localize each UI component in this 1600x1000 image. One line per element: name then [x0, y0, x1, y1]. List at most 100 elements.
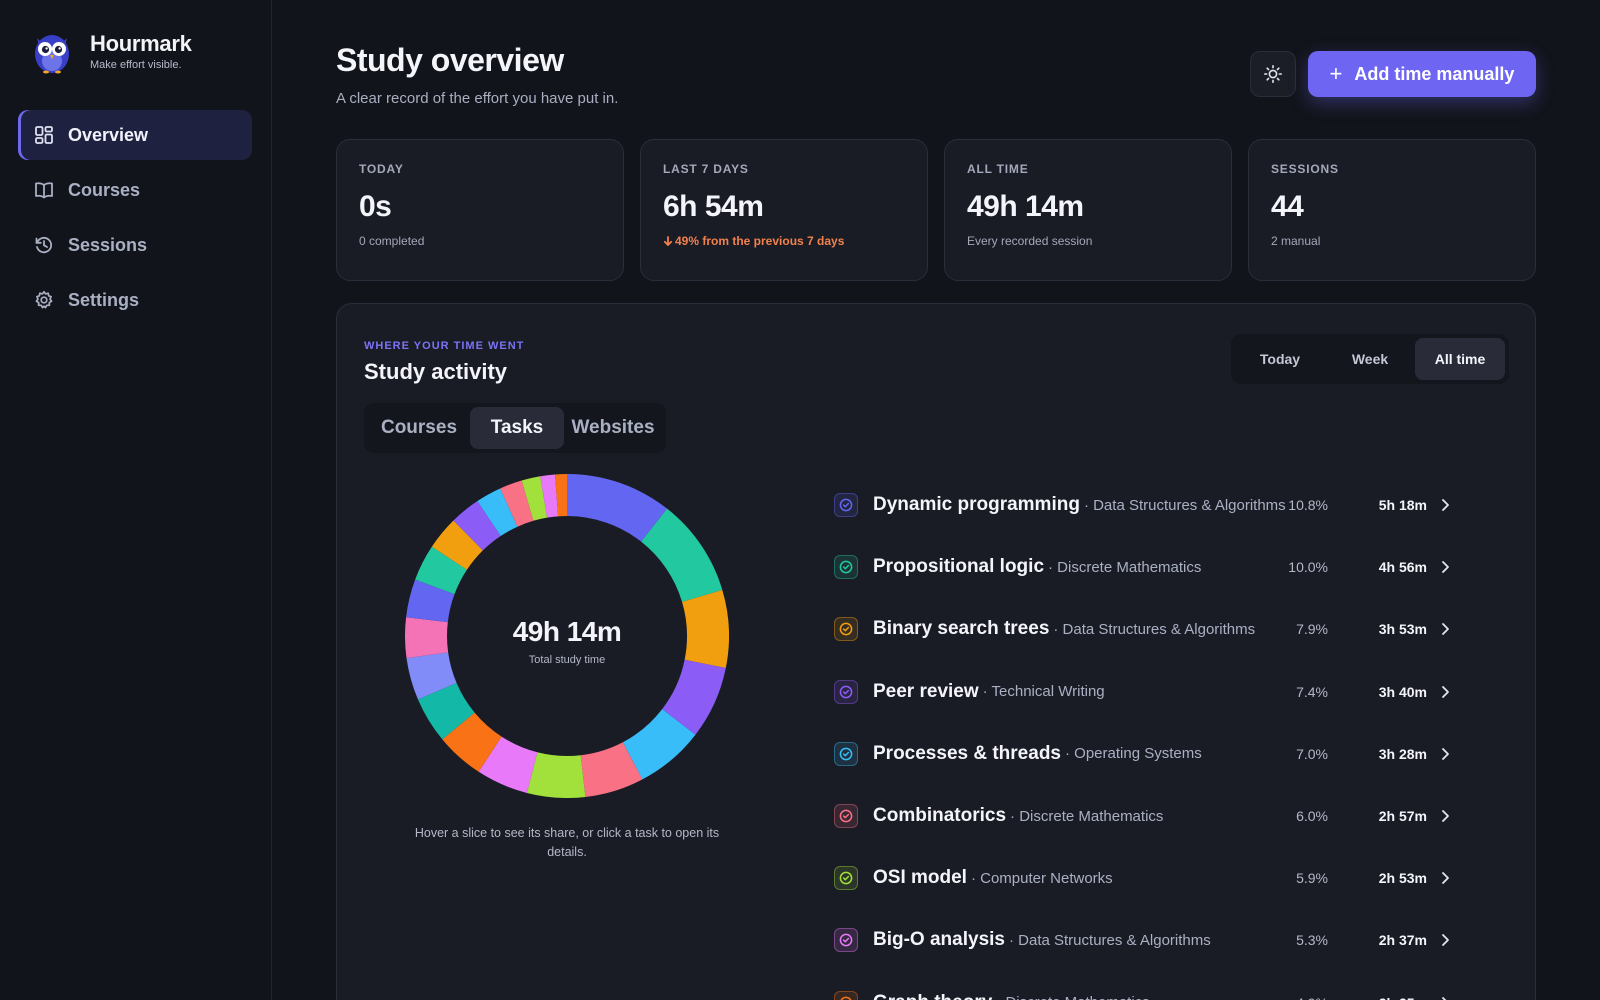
- range-selector: Today Week All time: [1231, 334, 1509, 384]
- task-check-icon: [834, 493, 858, 518]
- task-percent: 7.0%: [1296, 745, 1328, 762]
- donut-slice[interactable]: [567, 474, 668, 542]
- donut-slice[interactable]: [526, 752, 586, 798]
- donut-slice[interactable]: [477, 488, 518, 537]
- chevron-right-icon: [1442, 499, 1449, 511]
- breakdown-type-selector: Courses Tasks Websites: [364, 403, 666, 453]
- donut-slice[interactable]: [406, 652, 457, 700]
- panel-eyebrow: WHERE YOUR TIME WENT: [364, 340, 525, 352]
- page-title: Study overview: [336, 42, 564, 78]
- task-check-icon: [834, 990, 858, 1000]
- grid-icon: [35, 126, 53, 144]
- task-percent: 5.3%: [1296, 932, 1328, 949]
- stat-value: 44: [1271, 190, 1304, 223]
- donut-slice[interactable]: [405, 617, 449, 659]
- brand[interactable]: Hourmark Make effort visible.: [32, 28, 192, 74]
- donut-slice[interactable]: [682, 589, 729, 668]
- tab-tasks[interactable]: Tasks: [470, 407, 564, 449]
- task-row[interactable]: Propositional logic · Discrete Mathematic…: [834, 536, 1494, 598]
- task-row[interactable]: Processes & threads · Operating Systems 7.…: [834, 723, 1494, 785]
- task-check-icon: [834, 741, 858, 766]
- donut-slice[interactable]: [478, 736, 538, 793]
- task-duration: 2h 53m: [1378, 870, 1427, 887]
- task-name: Propositional logic: [873, 556, 1045, 578]
- donut-slice[interactable]: [540, 474, 559, 518]
- sidebar: Hourmark Make effort visible. Overview C…: [0, 0, 272, 1000]
- tab-courses[interactable]: Courses: [380, 417, 458, 438]
- task-row[interactable]: Peer review · Technical Writing 7.4% 3h 40m: [834, 661, 1494, 723]
- stat-note-trend: 49% from the previous 7 days: [663, 234, 905, 248]
- nav-item-settings[interactable]: Settings: [18, 275, 252, 325]
- task-row[interactable]: OSI model · Computer Networks 5.9% 2h 53m: [834, 847, 1494, 909]
- task-percent: 10.8%: [1288, 497, 1328, 514]
- donut-slice[interactable]: [442, 712, 502, 772]
- chevron-right-icon: [1442, 996, 1447, 1000]
- stat-label: ALL TIME: [967, 162, 1029, 176]
- donut-slice[interactable]: [406, 579, 455, 623]
- study-donut-chart[interactable]: [405, 474, 729, 798]
- range-week[interactable]: Week: [1351, 351, 1389, 367]
- tab-websites[interactable]: Websites: [571, 417, 655, 438]
- task-name: Big-O analysis: [873, 929, 1005, 951]
- stat-label: LAST 7 DAYS: [663, 162, 749, 176]
- task-name: OSI model: [873, 867, 967, 889]
- donut-slice[interactable]: [500, 480, 534, 527]
- task-row[interactable]: Combinatorics · Discrete Mathematics 6.0% 2…: [834, 785, 1494, 847]
- chevron-right-icon: [1442, 747, 1449, 760]
- stat-note: Every recorded session: [967, 234, 1093, 248]
- task-name: Combinatorics: [873, 805, 1007, 827]
- trend-text: 49% from the previous 7 days: [675, 234, 845, 248]
- task-course: · Computer Networks: [970, 869, 1113, 887]
- panel-title: Study activity: [364, 359, 508, 384]
- arrow-down-icon: [663, 236, 673, 247]
- task-duration: 2h 57m: [1378, 808, 1427, 825]
- task-check-icon: [834, 866, 858, 891]
- stat-note: 2 manual: [1271, 234, 1321, 248]
- task-row[interactable]: Dynamic programming · Data Structures & A…: [834, 474, 1494, 536]
- nav-item-courses[interactable]: Courses: [18, 165, 252, 215]
- stat-card-today: TODAY 0s 0 completed: [336, 139, 624, 281]
- stat-value: 0s: [359, 190, 392, 223]
- task-name: Graph theory: [873, 992, 992, 1000]
- range-all-time[interactable]: All time: [1415, 338, 1505, 380]
- donut-slice[interactable]: [622, 709, 696, 780]
- plus-icon: +: [1329, 61, 1343, 86]
- stat-note: 0 completed: [359, 234, 425, 248]
- task-percent: 5.9%: [1296, 870, 1328, 887]
- task-percent: 7.9%: [1296, 621, 1328, 638]
- donut-slice[interactable]: [415, 546, 467, 595]
- sun-icon: [1264, 65, 1282, 83]
- donut-slice[interactable]: [521, 476, 548, 521]
- task-course: · Discrete Mathematics: [996, 994, 1149, 1000]
- nav-item-sessions[interactable]: Sessions: [18, 220, 252, 270]
- donut-slice[interactable]: [431, 520, 483, 570]
- donut-slice[interactable]: [580, 742, 643, 797]
- add-time-button[interactable]: + Add time manually: [1308, 51, 1536, 97]
- task-row[interactable]: Big-O analysis · Data Structures & Algori…: [834, 909, 1494, 971]
- task-row[interactable]: Binary search trees · Data Structures & A…: [834, 598, 1494, 660]
- task-course: · Data Structures & Algorithms: [1083, 496, 1286, 514]
- task-check-icon: [834, 804, 858, 829]
- page-subtitle: A clear record of the effort you have pu…: [336, 90, 619, 107]
- task-row[interactable]: Graph theory · Discrete Mathematics 4.9% 2h…: [834, 972, 1494, 1000]
- task-name: Dynamic programming: [873, 494, 1080, 516]
- range-today[interactable]: Today: [1259, 351, 1301, 367]
- stat-value: 6h 54m: [663, 190, 764, 223]
- donut-slice[interactable]: [662, 659, 726, 735]
- donut-slice[interactable]: [555, 474, 567, 517]
- donut-slice[interactable]: [641, 508, 723, 602]
- donut-slice[interactable]: [417, 682, 475, 740]
- task-duration: 3h 53m: [1378, 621, 1427, 638]
- stat-label: SESSIONS: [1271, 162, 1339, 176]
- task-course: · Operating Systems: [1065, 745, 1202, 763]
- task-duration: 5h 18m: [1378, 497, 1427, 514]
- donut-slice[interactable]: [453, 501, 501, 551]
- task-percent: 7.4%: [1296, 683, 1328, 700]
- stat-card-sessions: SESSIONS 44 2 manual: [1248, 139, 1536, 281]
- nav-item-overview[interactable]: Overview: [18, 110, 252, 160]
- task-duration: 2h 25m: [1379, 995, 1427, 1000]
- history-icon: [35, 236, 52, 254]
- main-content: Study overview A clear record of the eff…: [272, 0, 1600, 1000]
- chevron-right-icon: [1442, 623, 1449, 636]
- theme-toggle-button[interactable]: [1250, 51, 1296, 97]
